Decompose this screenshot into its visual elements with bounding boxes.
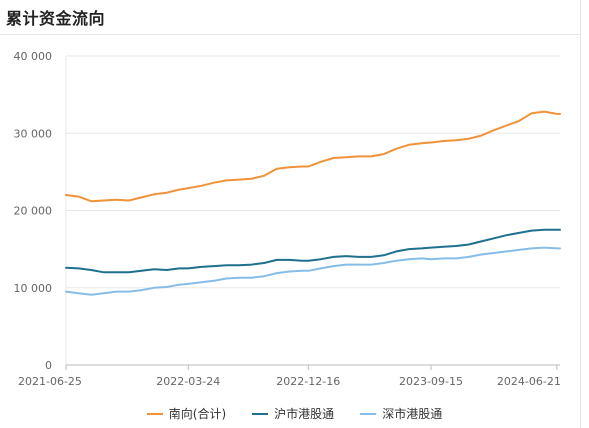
grid-layer: [66, 55, 560, 289]
y-tick-label: 20 000: [14, 205, 53, 218]
x-tick-label: 2022-12-16: [276, 375, 340, 388]
x-tick-label: 2024-06-21: [497, 375, 561, 388]
series-line-2: [65, 246, 561, 296]
legend-swatch: [360, 412, 377, 415]
y-tick-label: 40 000: [14, 50, 53, 63]
legend-label: 沪市港股通: [274, 407, 335, 421]
chart-legend: 南向(合计) 沪市港股通 深市港股通: [0, 405, 589, 422]
y-tick-label: 30 000: [14, 127, 53, 140]
legend-label: 深市港股通: [382, 407, 443, 421]
y-tick-label: 0: [45, 359, 52, 372]
legend-swatch: [146, 412, 163, 415]
title-divider: [0, 34, 580, 35]
legend-item-1[interactable]: 沪市港股通: [252, 405, 334, 422]
x-tick-label: 2021-06-25: [18, 375, 82, 388]
page-title: 累计资金流向: [6, 9, 106, 28]
axis-layer: 0 10 000 20 000 30 000 40 000 2021-06-25 2022-…: [14, 50, 561, 388]
legend-swatch: [252, 412, 269, 415]
legend-item-2[interactable]: 深市港股通: [360, 405, 442, 422]
series-layer: [65, 110, 561, 296]
y-tick-label: 10 000: [14, 282, 53, 295]
legend-label: 南向(合计): [168, 407, 227, 421]
legend-item-0[interactable]: 南向(合计): [146, 405, 227, 422]
right-border: [580, 0, 581, 428]
series-line-0: [65, 110, 561, 203]
series-line-1: [65, 228, 561, 274]
x-tick-label: 2022-03-24: [156, 375, 220, 388]
x-tick-label: 2023-09-15: [399, 375, 463, 388]
